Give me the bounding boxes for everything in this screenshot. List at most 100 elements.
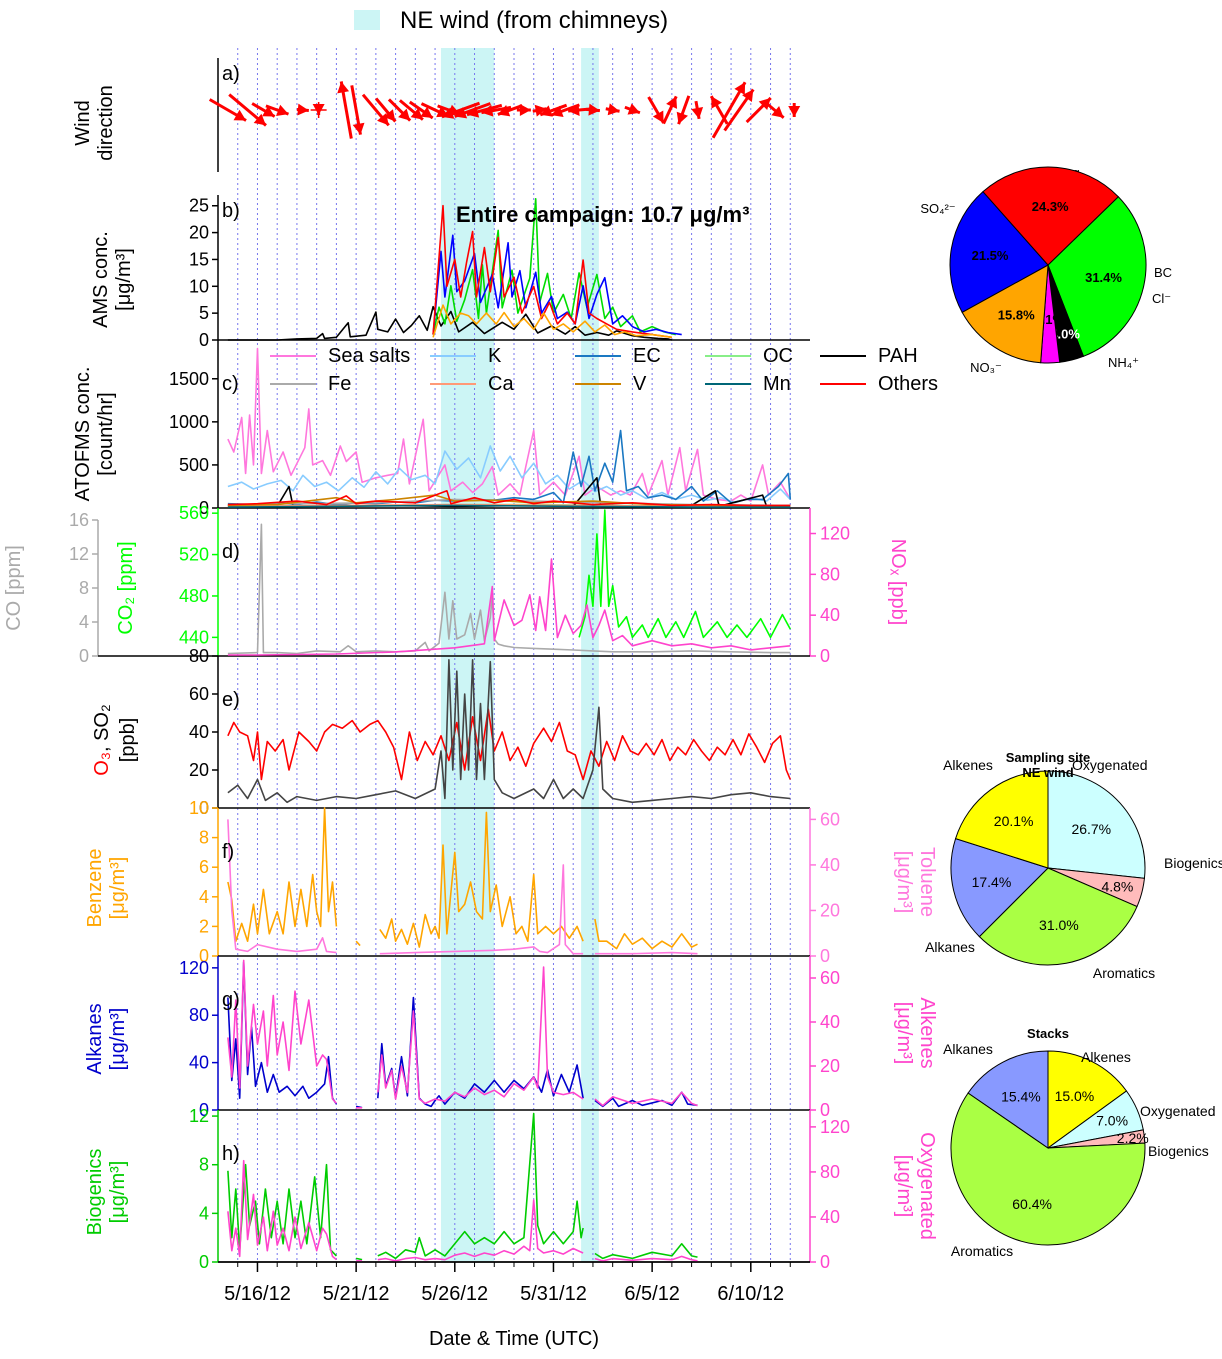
benzene-line xyxy=(594,918,698,950)
pie_ams: 31.4%Org4.0%BC3.1%Cl⁻15.8%NH₄⁺21.5%NO₃⁻2… xyxy=(920,165,1172,375)
pie_ams-slice-1-label: BC xyxy=(1154,265,1172,280)
pie_site: 26.7% Oxygenated 4.8% Biogenics 31.0% Aromati… xyxy=(925,750,1222,981)
pie_ams-slice-0-percent: 31.4% xyxy=(1085,270,1122,285)
panel-f-left-tick-label: 8 xyxy=(199,828,209,848)
x-axis-label: Date & Time (UTC) xyxy=(429,1328,599,1350)
panel-g-left-tick-label: 120 xyxy=(179,958,209,978)
panel-d-co2-tick-label: 520 xyxy=(179,545,209,565)
panel-c-tag: c) xyxy=(222,373,239,395)
wind-arrow-head xyxy=(262,105,275,117)
benzene-line xyxy=(227,807,338,943)
panel-f-left-tick-label: 4 xyxy=(199,887,209,907)
alkenes-line xyxy=(594,1091,698,1107)
wind-arrow-head xyxy=(420,106,433,119)
pie_ams-slice-3 xyxy=(961,264,1049,364)
pie_site-slice-3-label: Alkanes xyxy=(925,939,975,955)
pie_site-slice-0-percent: 26.7% xyxy=(1071,821,1111,837)
pie_stacks-slice-1-percent: 7.0% xyxy=(1096,1112,1128,1128)
panel-g-left-tick-label: 40 xyxy=(189,1053,209,1073)
wind-arrow-head xyxy=(652,110,664,123)
panel-g-left-label-line: Alkanes xyxy=(84,1003,106,1074)
panel-g-left-label-line: [μg/m³] xyxy=(107,1008,129,1071)
panel-b-annotation: Entire campaign: 10.7 μg/m³ xyxy=(456,202,749,227)
alkanes-line xyxy=(594,1091,698,1108)
panel-b-tick-label: 0 xyxy=(199,330,209,350)
pie_stacks-title: Stacks xyxy=(1027,1026,1069,1041)
pie_ams-slice-3-percent: 15.8% xyxy=(998,307,1035,322)
panel-e-ylabel-so2: , SO₂ xyxy=(91,704,113,752)
alkenes-line xyxy=(377,966,584,1105)
panel-c-tick-label: 500 xyxy=(179,455,209,475)
so2-line xyxy=(227,658,791,804)
panel-a-ylabel-line: Wind xyxy=(72,100,94,146)
pie_ams-slice-2-label: Cl⁻ xyxy=(1152,291,1171,306)
pie_site-slice-0 xyxy=(1047,770,1146,879)
panel-h-right-label-line: Oxygenated xyxy=(916,1132,938,1240)
wind-arrow-head xyxy=(454,107,468,119)
panel-h-left-label: Biogenics[μg/m³] xyxy=(84,1149,129,1236)
panel-c-ylabel: ATOFMS conc.[count/hr] xyxy=(72,367,117,502)
panel-h-left-label-line: Biogenics xyxy=(84,1149,106,1236)
series-line xyxy=(227,476,791,508)
panel-f-series xyxy=(227,807,698,955)
biogenics-line xyxy=(355,1257,363,1261)
panel-e-ylabel-unit: [ppb] xyxy=(117,718,139,762)
panel-a-ylabel: Winddirection xyxy=(72,85,117,161)
panel-d-co2-tick-label: 440 xyxy=(179,627,209,647)
panel-e-ylabel: O₃, SO₂ [ppb] xyxy=(91,704,139,775)
panel-f-left-label-line: [μg/m³] xyxy=(107,857,129,920)
panel-f-right-tick-label: 0 xyxy=(820,946,830,966)
panel-e-tag: e) xyxy=(222,689,240,711)
panel-d-co2-tick-label: 560 xyxy=(179,503,209,523)
panel-g-left-tick-label: 0 xyxy=(199,1100,209,1120)
x-tick-label: 5/26/12 xyxy=(421,1283,488,1305)
legend-label-ec: EC xyxy=(633,345,661,367)
pie_stacks-slice-0-percent: 15.0% xyxy=(1055,1088,1095,1104)
oxygenated-line xyxy=(227,1159,337,1261)
wind-arrow-head xyxy=(467,106,480,118)
panel-h-series xyxy=(227,1112,698,1262)
benzene-line xyxy=(355,940,361,947)
pie_site-slice-1-label: Biogenics xyxy=(1164,855,1222,871)
series-line xyxy=(227,503,791,508)
panel-d-co-label-line: CO [ppm] xyxy=(3,545,25,631)
panel-b-tick-label: 15 xyxy=(189,249,209,269)
panel-h-left-tick-label: 4 xyxy=(199,1203,209,1223)
panel-f-left-tick-label: 6 xyxy=(199,857,209,877)
panel-e-tick-label: 40 xyxy=(189,722,209,742)
pie_ams-slice-4-label: NO₃⁻ xyxy=(970,360,1002,375)
x-tick-label: 5/31/12 xyxy=(520,1283,587,1305)
panel-b-series xyxy=(227,198,682,341)
panel-g-right-label-line: Alkenes xyxy=(916,997,938,1068)
pie_site-slice-1-percent: 4.8% xyxy=(1101,878,1133,894)
ne-wind-legend-label: NE wind (from chimneys) xyxy=(400,7,668,34)
panel-d-co-label: CO [ppm] xyxy=(3,545,25,631)
legend-label-fe: Fe xyxy=(328,373,351,395)
panel-f-left-tick-label: 0 xyxy=(199,946,209,966)
panel-c-tick-label: 1500 xyxy=(169,369,209,389)
pie_ams-slice-3-label: NH₄⁺ xyxy=(1108,355,1139,370)
panel-b-tag: b) xyxy=(222,200,240,222)
alkenes-line xyxy=(227,959,337,1104)
panel-h-left-tick-label: 0 xyxy=(199,1252,209,1272)
ne-wind-band-0 xyxy=(440,48,495,1262)
panel-c-ylabel-line: ATOFMS conc. xyxy=(72,367,94,502)
panel-a: Winddirection a) xyxy=(72,58,801,172)
panel-g-left-label: Alkanes[μg/m³] xyxy=(84,1003,129,1074)
panel-d-series xyxy=(227,509,792,656)
pie_stacks-slice-4 xyxy=(967,1050,1049,1149)
panel-c: 0 500 1000 1500 ATOFMS conc.[count/hr] c) Sea … xyxy=(72,340,938,518)
o3-line xyxy=(227,708,792,781)
pie_site-slice-2 xyxy=(978,867,1138,966)
panel-g-right-tick-label: 20 xyxy=(820,1056,840,1076)
panel-c-ylabel-line: [count/hr] xyxy=(95,392,117,475)
pie_site-title: NE wind xyxy=(1022,765,1073,780)
panel-b-tick-label: 25 xyxy=(189,196,209,216)
wind-arrow-head xyxy=(398,108,411,121)
x-tick-label: 5/16/12 xyxy=(224,1283,291,1305)
panel-d-co2-tick-label: 480 xyxy=(179,586,209,606)
vertical-gridlines xyxy=(237,48,791,1262)
